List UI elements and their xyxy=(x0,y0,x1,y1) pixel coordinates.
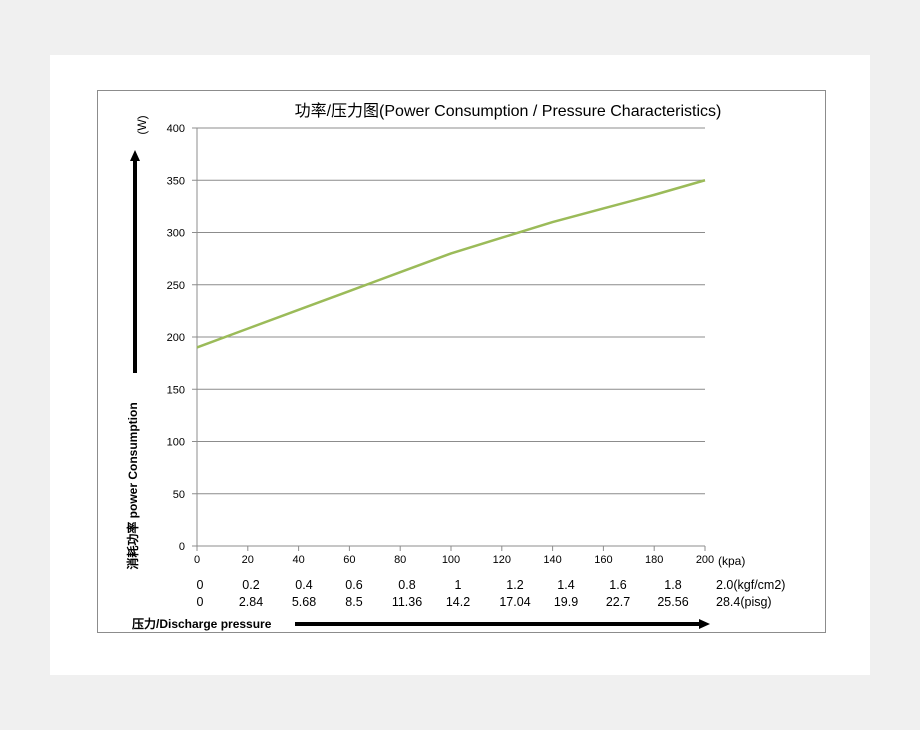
secondary-x-label: 8.5 xyxy=(345,595,362,609)
secondary-x-label: 1 xyxy=(455,578,462,592)
x-tick-label: 140 xyxy=(543,554,561,566)
secondary-x-label: 11.36 xyxy=(392,595,422,609)
y-tick-label: 200 xyxy=(167,332,185,344)
secondary-x-label: 1.4 xyxy=(557,578,574,592)
x-axis-label: 压力/Discharge pressure xyxy=(132,616,272,631)
secondary-x-label: 17.04 xyxy=(499,595,530,609)
secondary-x-label: 28.4(pisg) xyxy=(716,595,772,609)
secondary-x-label: 0.6 xyxy=(345,578,362,592)
axes xyxy=(192,127,706,551)
y-axis-arrow-head xyxy=(130,150,140,161)
series-layer xyxy=(196,179,706,349)
y-tick-label: 0 xyxy=(179,541,185,553)
y-tick-label: 150 xyxy=(167,384,185,396)
chart-title: 功率/压力图(Power Consumption / Pressure Char… xyxy=(295,102,722,120)
y-axis-unit: (W) xyxy=(135,115,149,134)
y-tick-labels: 0 50 100 150 200 250 300 350 400 xyxy=(167,123,185,553)
y-tick-label: 50 xyxy=(173,489,185,501)
secondary-x-label: 0.2 xyxy=(242,578,259,592)
x-tick-label: 180 xyxy=(645,554,663,566)
x-tick-label: 120 xyxy=(493,554,511,566)
grid-lines xyxy=(197,127,705,495)
secondary-x-label: 14.2 xyxy=(446,595,470,609)
y-tick-label: 400 xyxy=(167,123,185,135)
x-tick-labels: 0 20 40 60 80 100 120 140 160 180 200 xyxy=(194,554,714,566)
secondary-x-label: 0 xyxy=(197,595,204,609)
secondary-x-label: 0.8 xyxy=(398,578,415,592)
secondary-x-label: 2.84 xyxy=(239,595,263,609)
x-tick-label: 200 xyxy=(696,554,714,566)
secondary-x-label: 25.56 xyxy=(657,595,688,609)
x-tick-label: 40 xyxy=(292,554,304,566)
x-tick-label: 80 xyxy=(394,554,406,566)
secondary-x-label: 1.2 xyxy=(506,578,523,592)
x-axis-arrow-head xyxy=(699,619,710,629)
y-tick-label: 350 xyxy=(167,175,185,187)
x-tick-label: 20 xyxy=(242,554,254,566)
x-tick-label: 0 xyxy=(194,554,200,566)
secondary-x-label: 0.4 xyxy=(295,578,312,592)
y-tick-label: 100 xyxy=(167,437,185,449)
x-tick-label: 160 xyxy=(594,554,612,566)
x-tick-label: 100 xyxy=(442,554,460,566)
y-axis-label: 消耗功率 power Consumption xyxy=(125,402,140,569)
secondary-x-label: 1.8 xyxy=(664,578,681,592)
secondary-x-label: 2.0(kgf/cm2) xyxy=(716,578,785,592)
secondary-x-label: 19.9 xyxy=(554,595,578,609)
secondary-x-label: 22.7 xyxy=(606,595,630,609)
series-line xyxy=(196,179,706,349)
secondary-x-label: 0 xyxy=(197,578,204,592)
secondary-x-rows: 0 0.2 0.4 0.6 0.8 1 1.2 1.4 1.6 1.8 2.0(kgf/cm2) 0 2… xyxy=(197,578,786,609)
secondary-x-label: 1.6 xyxy=(609,578,626,592)
x-axis-unit: (kpa) xyxy=(718,554,745,568)
y-tick-label: 300 xyxy=(167,228,185,240)
x-tick-label: 60 xyxy=(343,554,355,566)
secondary-x-label: 5.68 xyxy=(292,595,316,609)
chart-frame: 0 50 100 150 200 250 300 350 400 0 20 40 60 80 100 120… xyxy=(97,90,826,633)
y-tick-label: 250 xyxy=(167,280,185,292)
